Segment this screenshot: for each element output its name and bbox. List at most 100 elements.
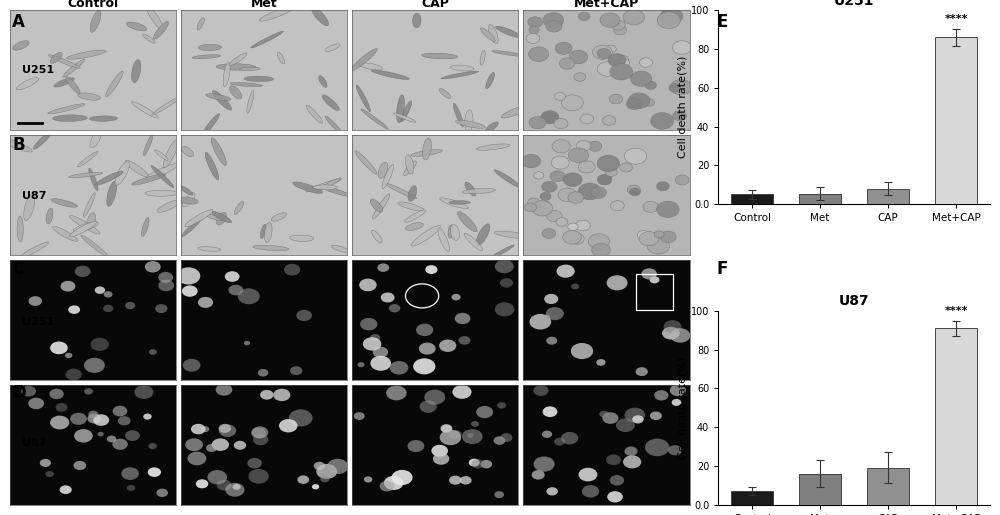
Ellipse shape [397, 95, 405, 123]
Circle shape [40, 459, 51, 467]
Ellipse shape [464, 233, 483, 251]
Ellipse shape [155, 150, 168, 160]
Ellipse shape [244, 76, 274, 81]
Text: U87: U87 [22, 438, 46, 448]
Circle shape [65, 353, 72, 358]
Ellipse shape [465, 182, 476, 196]
Circle shape [469, 459, 480, 467]
Circle shape [554, 438, 565, 445]
Circle shape [495, 302, 514, 316]
Ellipse shape [260, 224, 266, 238]
Circle shape [377, 263, 389, 272]
Circle shape [546, 21, 562, 32]
Circle shape [441, 424, 452, 433]
Circle shape [544, 315, 550, 319]
Circle shape [588, 141, 602, 151]
Circle shape [248, 469, 269, 484]
Circle shape [149, 349, 157, 355]
Circle shape [127, 485, 135, 491]
Circle shape [459, 336, 470, 345]
Ellipse shape [145, 163, 178, 180]
Circle shape [182, 285, 198, 297]
Circle shape [134, 385, 153, 399]
Circle shape [183, 359, 201, 372]
Circle shape [273, 389, 290, 401]
Circle shape [546, 337, 557, 345]
Circle shape [578, 161, 595, 173]
Circle shape [607, 491, 623, 503]
Circle shape [547, 211, 562, 221]
Circle shape [390, 361, 408, 374]
Ellipse shape [440, 198, 469, 209]
Circle shape [284, 264, 300, 276]
Circle shape [602, 115, 616, 125]
Circle shape [113, 406, 127, 417]
Circle shape [98, 432, 104, 436]
Ellipse shape [16, 78, 39, 90]
Ellipse shape [462, 188, 495, 194]
Circle shape [528, 198, 540, 207]
Ellipse shape [211, 138, 226, 165]
Circle shape [599, 411, 609, 418]
Text: A: A [12, 13, 25, 31]
Ellipse shape [73, 222, 98, 232]
Ellipse shape [476, 144, 510, 150]
Circle shape [107, 436, 116, 442]
Circle shape [373, 347, 388, 358]
Circle shape [657, 201, 679, 217]
Circle shape [664, 320, 681, 333]
Circle shape [610, 475, 624, 486]
Ellipse shape [185, 210, 213, 227]
Circle shape [673, 111, 687, 121]
Circle shape [660, 8, 683, 24]
Circle shape [118, 416, 131, 425]
Ellipse shape [465, 110, 473, 132]
Circle shape [50, 341, 68, 354]
Bar [867, 188, 909, 204]
Ellipse shape [197, 18, 204, 30]
Circle shape [219, 424, 231, 433]
Ellipse shape [51, 199, 78, 207]
Circle shape [540, 201, 551, 209]
Circle shape [645, 439, 669, 456]
Circle shape [260, 390, 274, 400]
Circle shape [606, 454, 621, 465]
Circle shape [559, 58, 575, 69]
Circle shape [158, 280, 174, 291]
Circle shape [75, 266, 90, 277]
Circle shape [644, 99, 655, 106]
Circle shape [617, 56, 629, 64]
Circle shape [176, 267, 200, 284]
Circle shape [662, 327, 680, 339]
Circle shape [568, 192, 584, 203]
Circle shape [576, 141, 591, 151]
Circle shape [544, 294, 558, 304]
Ellipse shape [146, 5, 164, 31]
Ellipse shape [481, 28, 495, 41]
Ellipse shape [78, 151, 98, 167]
Circle shape [542, 431, 552, 438]
Circle shape [207, 470, 227, 484]
Circle shape [627, 185, 640, 195]
Circle shape [582, 485, 599, 497]
Ellipse shape [422, 53, 458, 59]
Title: Met+CAP: Met+CAP [574, 0, 639, 10]
Ellipse shape [455, 120, 485, 128]
Circle shape [416, 323, 433, 336]
Ellipse shape [223, 62, 230, 87]
Circle shape [433, 453, 449, 465]
Ellipse shape [24, 194, 35, 220]
Circle shape [196, 479, 208, 488]
Circle shape [557, 265, 575, 278]
Title: Met: Met [251, 0, 278, 10]
Circle shape [600, 13, 620, 27]
Circle shape [650, 411, 662, 420]
Bar [935, 328, 977, 505]
Ellipse shape [89, 168, 98, 191]
Ellipse shape [1, 139, 32, 152]
Circle shape [451, 294, 461, 300]
Ellipse shape [494, 231, 532, 239]
Circle shape [50, 416, 69, 430]
Circle shape [654, 390, 669, 401]
Ellipse shape [480, 50, 485, 65]
